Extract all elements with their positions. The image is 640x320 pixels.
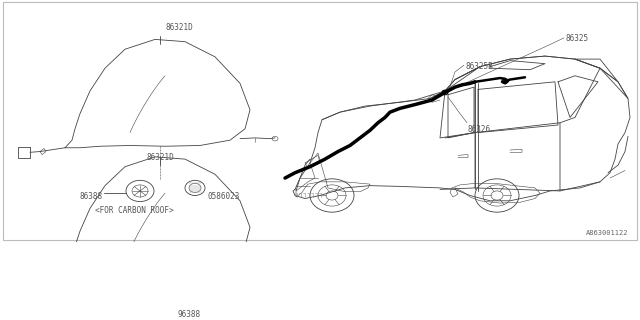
Text: <FOR CARBON ROOF>: <FOR CARBON ROOF>	[95, 206, 173, 215]
Text: 96388: 96388	[178, 310, 201, 319]
Text: 86388: 86388	[80, 192, 103, 202]
Text: 86321D: 86321D	[146, 153, 174, 162]
Text: 86321D: 86321D	[165, 23, 193, 32]
Text: 86325: 86325	[565, 34, 588, 43]
Text: 86326: 86326	[468, 125, 491, 134]
Text: A863001122: A863001122	[586, 230, 628, 236]
Text: 0586023: 0586023	[208, 192, 241, 201]
Text: 86325B: 86325B	[465, 62, 493, 71]
